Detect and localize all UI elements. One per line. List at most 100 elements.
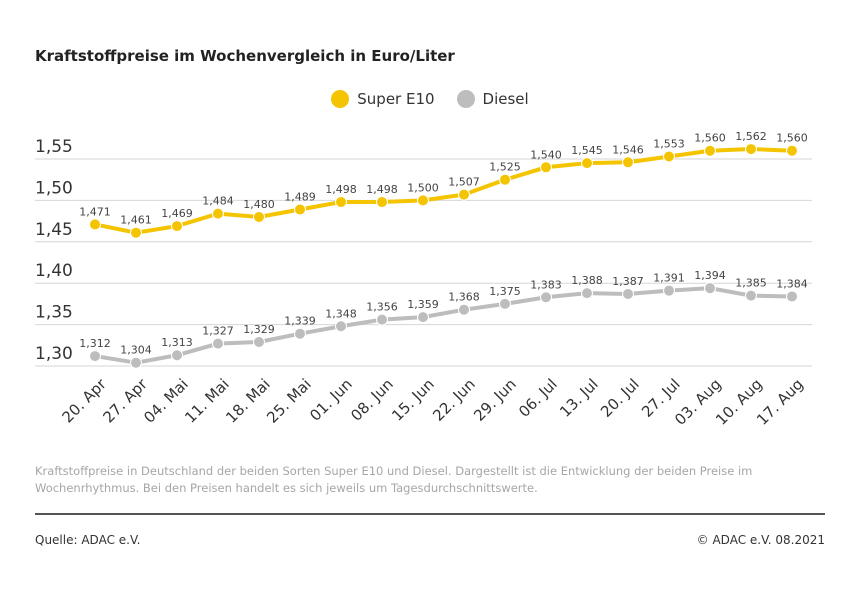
data-label: 1,348	[325, 307, 357, 320]
data-label: 1,312	[79, 337, 111, 350]
series-line-0	[94, 147, 793, 235]
data-label: 1,560	[776, 132, 808, 145]
x-tick-label: 11. Mai	[181, 375, 233, 427]
data-point	[663, 150, 675, 163]
data-label: 1,368	[448, 291, 480, 304]
data-point	[294, 203, 306, 216]
data-point	[376, 196, 388, 209]
data-label: 1,375	[489, 285, 521, 298]
data-point	[458, 188, 470, 201]
data-point	[540, 161, 552, 174]
data-point	[376, 313, 388, 326]
legend-marker-icon	[331, 90, 350, 108]
x-tick-label: 15. Jun	[388, 375, 438, 425]
x-tick-label: 17. Aug	[753, 375, 807, 429]
data-label: 1,359	[407, 298, 439, 311]
legend-marker-icon	[456, 90, 475, 108]
copyright: © ADAC e.V. 08.2021	[696, 533, 825, 547]
data-point	[294, 327, 306, 340]
data-point	[89, 350, 101, 363]
data-label: 1,384	[776, 277, 808, 290]
data-label: 1,385	[735, 277, 767, 290]
data-point	[663, 284, 675, 297]
data-label: 1,327	[202, 325, 234, 338]
data-point	[417, 311, 429, 324]
legend-item-diesel: Diesel	[456, 90, 529, 108]
data-label: 1,388	[571, 274, 603, 287]
data-point	[622, 287, 634, 300]
data-label: 1,507	[448, 176, 480, 189]
data-label: 1,560	[694, 132, 726, 145]
data-point	[335, 196, 347, 209]
data-label: 1,553	[653, 138, 685, 151]
data-point	[704, 282, 716, 295]
data-point	[786, 144, 798, 157]
y-tick-label: 1,50	[35, 178, 73, 198]
y-tick-label: 1,55	[35, 137, 73, 157]
data-label: 1,525	[489, 161, 521, 174]
data-label: 1,387	[612, 275, 644, 288]
data-label: 1,489	[284, 191, 316, 204]
data-label: 1,461	[120, 214, 152, 227]
data-label: 1,329	[243, 323, 275, 336]
data-label: 1,383	[530, 278, 562, 291]
data-point	[581, 157, 593, 170]
data-label: 1,339	[284, 315, 316, 328]
data-point	[458, 303, 470, 316]
x-tick-label: 22. Jun	[429, 375, 479, 425]
data-point	[786, 290, 798, 303]
data-label: 1,394	[694, 269, 726, 282]
data-point	[171, 220, 183, 233]
x-tick-label: 01. Jun	[306, 375, 356, 425]
x-tick-label: 20. Apr	[59, 375, 111, 427]
data-label: 1,469	[161, 207, 193, 220]
data-point	[212, 207, 224, 220]
data-point	[253, 210, 265, 223]
legend: Super E10 Diesel	[0, 90, 860, 108]
data-label: 1,498	[366, 183, 398, 196]
data-label: 1,391	[653, 272, 685, 285]
data-point	[253, 335, 265, 348]
data-label: 1,484	[202, 195, 234, 208]
legend-label: Super E10	[357, 90, 435, 108]
y-tick-label: 1,30	[35, 344, 73, 364]
data-point	[499, 297, 511, 310]
x-tick-label: 18. Mai	[222, 375, 274, 427]
data-label: 1,546	[612, 143, 644, 156]
data-label: 1,540	[530, 148, 562, 161]
data-point	[417, 194, 429, 207]
legend-item-super-e10: Super E10	[331, 90, 435, 108]
data-point	[171, 349, 183, 362]
data-point	[335, 320, 347, 333]
data-label: 1,500	[407, 181, 439, 194]
data-label: 1,471	[79, 205, 111, 218]
chart-note: Kraftstoffpreise in Deutschland der beid…	[35, 464, 753, 495]
data-label: 1,480	[243, 198, 275, 211]
data-point	[130, 226, 142, 239]
x-tick-label: 08. Jun	[347, 375, 397, 425]
data-point	[130, 356, 142, 369]
x-tick-label: 20. Jul	[597, 375, 643, 421]
x-tick-label: 13. Jul	[556, 375, 602, 421]
x-tick-label: 29. Jun	[470, 375, 520, 425]
y-tick-label: 1,35	[35, 303, 73, 323]
data-point	[704, 144, 716, 157]
data-point	[212, 337, 224, 350]
chart-title: Kraftstoffpreise im Wochenvergleich in E…	[35, 47, 455, 65]
y-tick-label: 1,45	[35, 220, 73, 240]
data-point	[622, 156, 634, 169]
data-point	[581, 287, 593, 300]
x-tick-label: 06. Jul	[515, 375, 561, 421]
divider	[35, 513, 825, 515]
series-line-1	[94, 286, 793, 365]
data-point	[540, 291, 552, 304]
data-label: 1,304	[120, 344, 152, 357]
source: Quelle: ADAC e.V.	[35, 533, 141, 547]
data-point	[745, 143, 757, 156]
data-point	[499, 173, 511, 186]
data-label: 1,356	[366, 301, 398, 314]
x-tick-label: 04. Mai	[140, 375, 192, 427]
x-tick-label: 25. Mai	[263, 375, 315, 427]
